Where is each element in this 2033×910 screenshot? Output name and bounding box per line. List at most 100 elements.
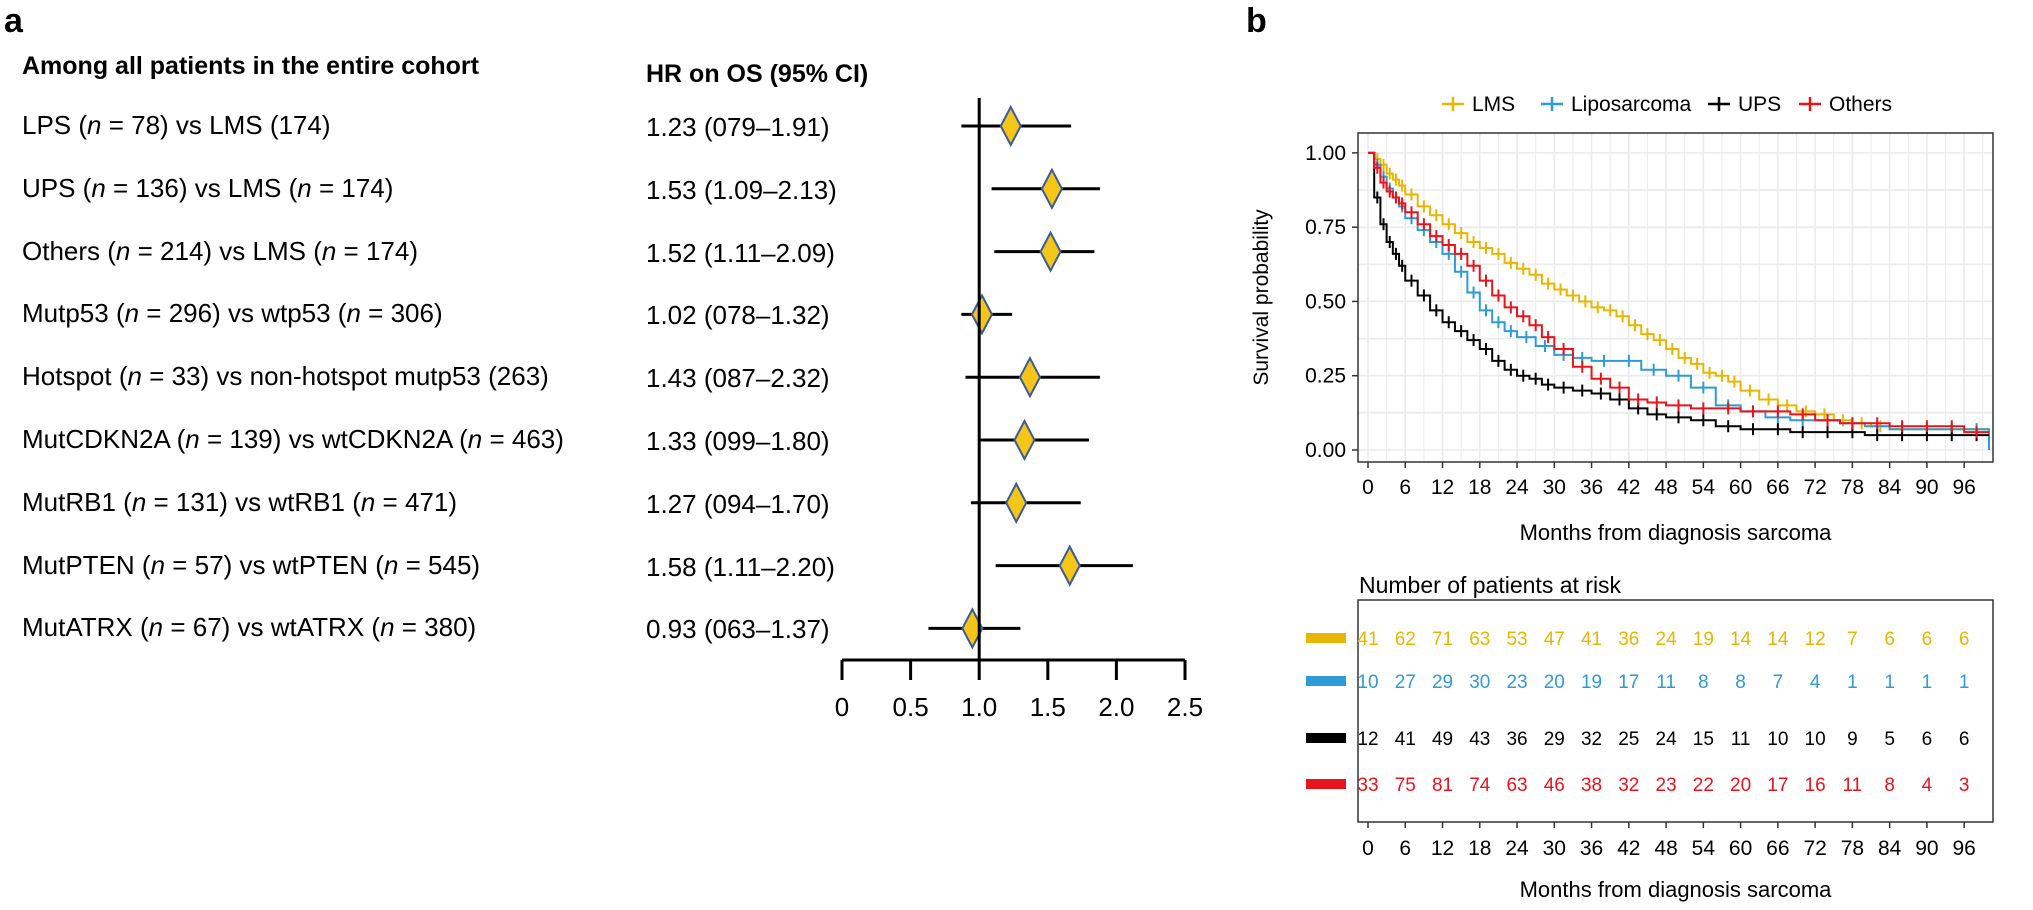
forest-x-tick-label: 0 [835, 692, 849, 722]
hr-header: HR on OS (95% CI) [646, 60, 869, 88]
forest-row-label: Others (n = 214) vs LMS (n = 174) [22, 236, 418, 267]
forest-row-label: MutRB1 (n = 131) vs wtRB1 (n = 471) [22, 487, 457, 518]
risk-cell: 14 [1730, 629, 1752, 650]
risk-cell: 1 [1922, 672, 1933, 693]
risk-row-key [1306, 676, 1346, 686]
label-segment: = 57) vs wtPTEN ( [165, 549, 384, 580]
risk-cell: 11 [1843, 775, 1863, 796]
label-segment: Mutp53 ( [22, 298, 125, 329]
risk-x-tick-label: 84 [1878, 837, 1902, 860]
risk-x-tick-label: 0 [1362, 837, 1374, 860]
label-segment: n [148, 612, 164, 643]
risk-cell: 63 [1469, 629, 1490, 650]
risk-cell: 24 [1656, 729, 1678, 750]
label-segment: Others ( [22, 235, 116, 266]
risk-cell: 41 [1357, 629, 1378, 650]
forest-x-tick-label: 2.5 [1167, 692, 1203, 722]
km-plot-border [1357, 132, 1994, 463]
km-y-tick-label: 0.00 [1305, 439, 1346, 462]
label-segment: n [87, 110, 102, 140]
km-y-tick-label: 0.25 [1305, 365, 1346, 388]
risk-cell: 3 [1959, 775, 1970, 796]
label-segment: UPS ( [22, 172, 92, 203]
risk-cell: 71 [1432, 629, 1453, 650]
km-x-tick-label: 24 [1505, 476, 1529, 499]
cohort-header: Among all patients in the entire cohort [22, 52, 479, 80]
label-segment: MutPTEN ( [22, 549, 151, 580]
risk-cell: 8 [1884, 775, 1895, 796]
km-x-tick-label: 78 [1841, 476, 1864, 499]
label-segment: = 296) vs wtp53 ( [139, 298, 347, 329]
km-x-tick-label: 90 [1915, 476, 1938, 499]
hr-marker [1005, 481, 1028, 524]
risk-cell: 33 [1357, 775, 1378, 796]
risk-cell: 46 [1544, 775, 1565, 796]
label-segment: n [346, 298, 361, 329]
risk-cell: 6 [1922, 629, 1933, 650]
legend-label: LMS [1472, 93, 1515, 116]
km-x-tick-label: 6 [1399, 476, 1411, 499]
forest-hr-text: 1.53 (1.09–2.13) [646, 174, 837, 205]
label-segment: n [131, 486, 147, 517]
risk-cell: 12 [1805, 629, 1826, 650]
km-plot-area [1358, 133, 1993, 462]
forest-row-label: Hotspot (n = 33) vs non-hotspot mutp53 (… [22, 361, 549, 392]
label-segment: = 33) vs non-hotspot mutp53 (263) [141, 361, 549, 392]
forest-hr-text: 1.27 (094–1.70) [646, 488, 830, 519]
risk-x-axis-label: Months from diagnosis sarcoma [1520, 877, 1833, 902]
risk-cell: 23 [1656, 775, 1677, 796]
label-segment: n [383, 549, 399, 580]
risk-x-tick-label: 66 [1766, 837, 1789, 860]
risk-cell: 32 [1581, 729, 1602, 750]
risk-cell: 19 [1581, 672, 1602, 693]
forest-hr-text: 1.58 (1.11–2.20) [646, 551, 835, 582]
hr-marker [1039, 230, 1062, 273]
forest-hr-text: 1.33 (099–1.80) [646, 426, 830, 456]
risk-x-tick-label: 30 [1543, 837, 1566, 860]
label-segment: MutCDKN2A ( [22, 424, 186, 454]
forest-hr-text: 1.43 (087–2.32) [646, 363, 830, 394]
risk-cell: 14 [1767, 629, 1789, 650]
hr-marker [1040, 167, 1064, 210]
risk-x-tick-label: 78 [1841, 837, 1864, 860]
risk-x-tick-label: 90 [1915, 837, 1938, 860]
risk-cell: 12 [1357, 729, 1378, 750]
risk-cell: 22 [1693, 775, 1714, 796]
label-segment: = 67) vs wtATRX ( [163, 612, 381, 643]
label-segment: = 471) [375, 486, 457, 517]
km-x-tick-label: 30 [1543, 476, 1566, 499]
risk-cell: 38 [1581, 775, 1602, 796]
km-x-tick-label: 36 [1580, 476, 1603, 499]
legend-label: UPS [1738, 93, 1781, 116]
risk-x-tick-label: 12 [1431, 837, 1454, 860]
km-x-tick-label: 66 [1766, 476, 1789, 499]
risk-cell: 24 [1656, 629, 1678, 650]
label-segment: n [124, 298, 140, 329]
label-segment: = 545) [398, 549, 481, 580]
risk-cell: 32 [1618, 775, 1639, 796]
risk-cell: 5 [1884, 729, 1895, 750]
risk-x-tick-label: 60 [1729, 837, 1752, 860]
label-segment: MutRB1 ( [22, 486, 132, 517]
risk-cell: 30 [1469, 672, 1490, 693]
legend-label: Others [1829, 93, 1892, 116]
risk-table-border [1357, 599, 1994, 823]
forest-row-label: MutPTEN (n = 57) vs wtPTEN (n = 545) [22, 550, 480, 581]
label-segment: = 214) vs LMS ( [130, 235, 322, 266]
km-x-axis-label: Months from diagnosis sarcoma [1520, 520, 1833, 545]
forest-x-tick-label: 0.5 [893, 692, 929, 722]
km-x-tick-label: 60 [1729, 476, 1752, 499]
risk-cell: 41 [1581, 629, 1602, 650]
km-x-tick-label: 12 [1431, 476, 1454, 499]
risk-cell: 7 [1773, 672, 1784, 693]
km-x-tick-label: 18 [1468, 476, 1491, 499]
hr-marker [1018, 356, 1042, 399]
label-segment: = 174) [336, 235, 418, 266]
label-segment: n [115, 235, 131, 266]
risk-cell: 11 [1731, 729, 1751, 750]
risk-cell: 43 [1469, 729, 1490, 750]
forest-x-tick-label: 1.0 [961, 692, 997, 722]
km-x-tick-label: 96 [1952, 476, 1975, 499]
